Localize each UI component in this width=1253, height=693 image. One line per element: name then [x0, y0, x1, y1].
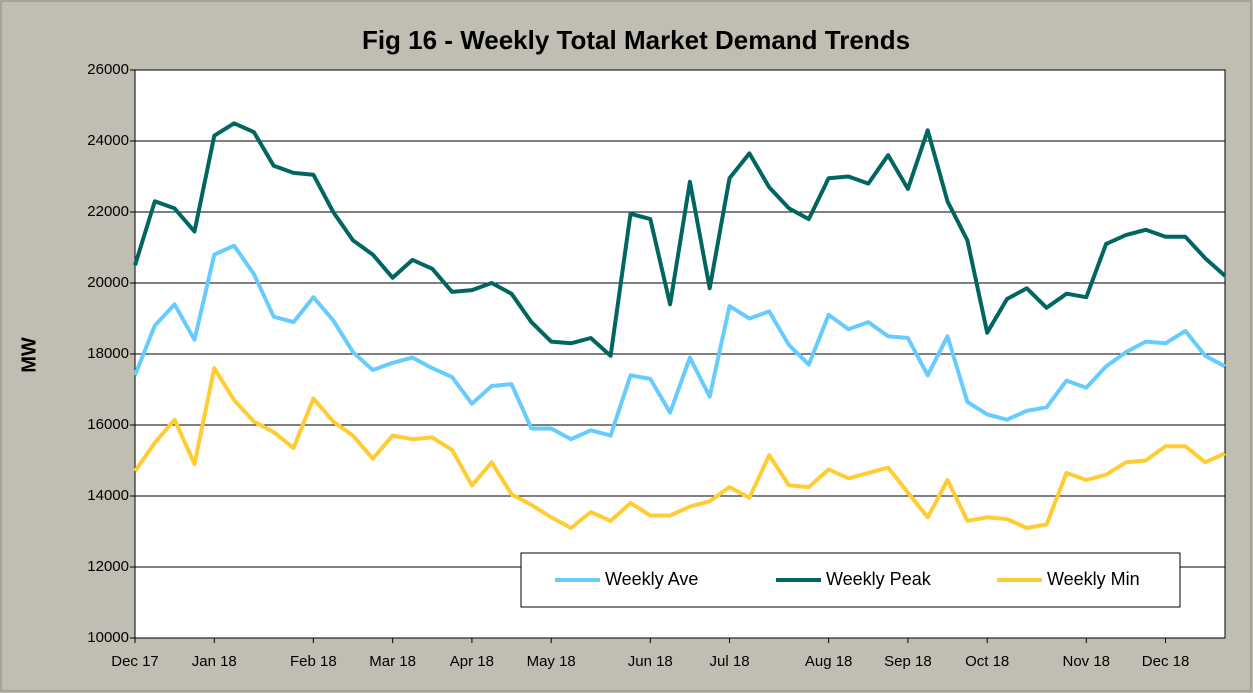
legend-box — [520, 552, 1181, 608]
y-tick-label: 18000 — [87, 345, 129, 362]
x-tick-label: Sep 18 — [884, 653, 932, 670]
y-tick-label: 10000 — [87, 629, 129, 646]
chart-title: Fig 16 - Weekly Total Market Demand Tren… — [362, 25, 910, 55]
legend-label: Weekly Peak — [826, 569, 932, 589]
x-tick-label: Jun 18 — [628, 653, 673, 670]
legend-label: Weekly Ave — [605, 569, 698, 589]
series-line — [133, 366, 1226, 530]
x-tick-label: Jan 18 — [192, 653, 237, 670]
y-tick-label: 26000 — [87, 61, 129, 78]
y-tick-label: 20000 — [87, 274, 129, 291]
y-tick-label: 16000 — [87, 416, 129, 433]
y-tick-label: 12000 — [87, 558, 129, 575]
y-tick-label: 14000 — [87, 487, 129, 504]
legend-label: Weekly Min — [1047, 569, 1140, 589]
series-line — [133, 243, 1226, 442]
x-tick-label: Apr 18 — [450, 653, 494, 670]
x-tick-label: Mar 18 — [369, 653, 416, 670]
x-tick-label: Dec 18 — [1142, 653, 1190, 670]
x-tick-label: Aug 18 — [805, 653, 853, 670]
x-tick-label: Dec 17 — [111, 653, 159, 670]
y-tick-label: 22000 — [87, 203, 129, 220]
x-tick-label: Oct 18 — [965, 653, 1009, 670]
series-line — [133, 121, 1227, 358]
x-tick-label: May 18 — [527, 653, 576, 670]
y-tick-label: 24000 — [87, 132, 129, 149]
x-tick-label: Jul 18 — [710, 653, 750, 670]
x-tick-label: Feb 18 — [290, 653, 337, 670]
plot-border — [134, 69, 1226, 639]
x-tick-label: Nov 18 — [1063, 653, 1111, 670]
y-axis-label: MW — [18, 337, 40, 373]
